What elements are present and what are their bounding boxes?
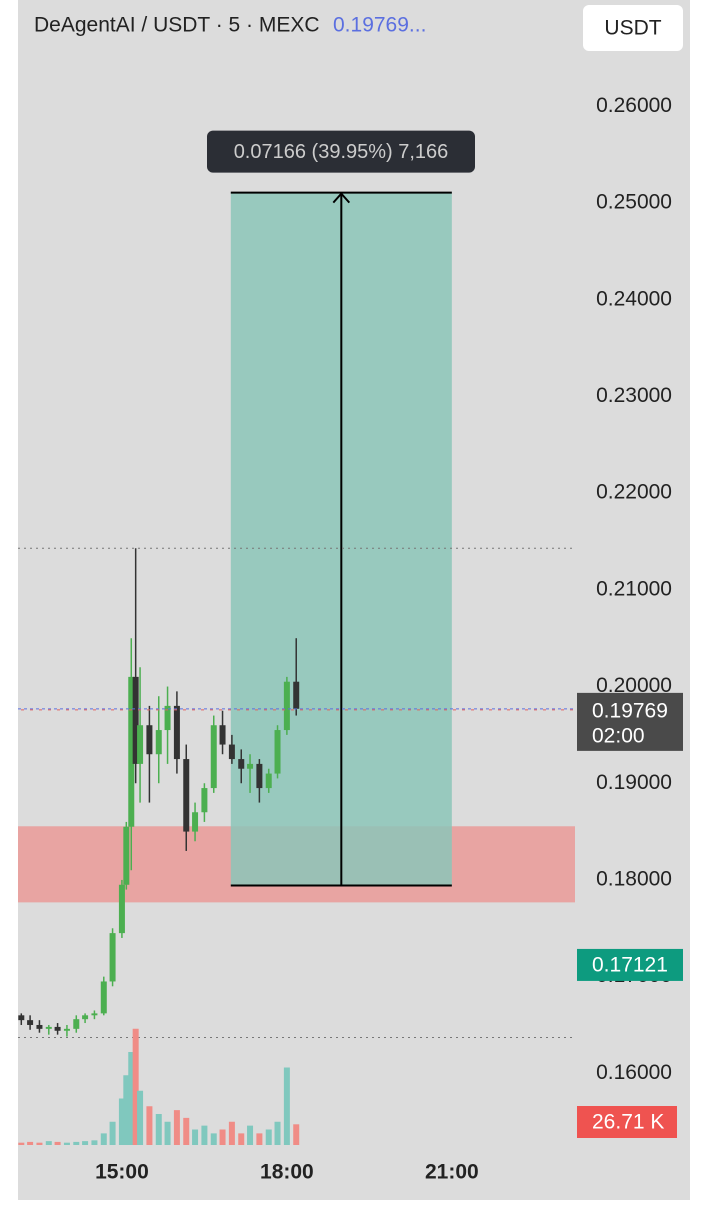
candle-body [247, 763, 254, 769]
open-price-tag [577, 948, 683, 981]
candle-body [27, 1020, 34, 1025]
y-tick-label: 0.26000 [596, 94, 672, 117]
candle-body [274, 730, 281, 774]
volume-bar [192, 1129, 199, 1145]
candle-body [210, 725, 217, 789]
volume-bar [238, 1133, 245, 1145]
y-tick-label: 0.21000 [596, 577, 672, 600]
volume-bar [228, 1121, 235, 1145]
y-tick-label: 0.16000 [596, 1061, 672, 1084]
currency-button[interactable] [583, 5, 683, 51]
candle-body [36, 1024, 43, 1029]
volume-bar [293, 1124, 300, 1145]
volume-bar [123, 1075, 130, 1145]
candle-body [54, 1026, 61, 1031]
measure-label: 0.07166 (39.95%) 7,166 [234, 141, 449, 163]
x-tick-label: 18:00 [260, 1161, 314, 1184]
candle-body [164, 705, 171, 731]
candle-body [73, 1019, 80, 1029]
candle-body [173, 705, 180, 760]
chart-title: DeAgentAI / USDT · 5 · MEXC [34, 14, 320, 37]
volume-bar [82, 1141, 89, 1145]
volume-bar [132, 1028, 139, 1145]
volume-bar [36, 1142, 43, 1145]
y-tick-label: 0.20000 [596, 674, 672, 697]
y-tick-label: 0.25000 [596, 191, 672, 214]
plot-area: 0.07166 (39.95%) 7,166 [18, 130, 575, 1145]
last-price-countdown: 02:00 [592, 724, 645, 747]
candle-body [219, 725, 226, 745]
y-tick-label: 0.22000 [596, 481, 672, 504]
y-tick-label: 0.18000 [596, 867, 672, 890]
x-tick-label: 21:00 [425, 1161, 479, 1184]
volume-bar [210, 1133, 217, 1145]
y-tick-label: 0.24000 [596, 287, 672, 310]
measure-arrowhead [332, 192, 351, 204]
candle-body [128, 676, 135, 827]
volume-bar [27, 1141, 34, 1145]
candle-body [82, 1015, 89, 1020]
candle-body [118, 884, 125, 934]
volume-bar [54, 1141, 61, 1145]
currency-button-label[interactable]: USDT [604, 17, 661, 40]
volume-bar [265, 1129, 272, 1145]
candle-body [109, 933, 116, 982]
y-tick-label: 0.19000 [596, 771, 672, 794]
volume-bar [100, 1133, 107, 1145]
y-tick-label: 0.23000 [596, 384, 672, 407]
candle-body [45, 1026, 52, 1029]
candle-body [146, 725, 153, 755]
candle-body [63, 1028, 70, 1031]
candle-body [137, 725, 144, 764]
volume-bar [274, 1121, 281, 1145]
volume-bar [146, 1106, 153, 1145]
candle-body [228, 744, 235, 760]
volume-bar [164, 1121, 171, 1145]
volume-bar [219, 1129, 226, 1145]
candle-body [132, 676, 139, 764]
volume-bar [183, 1117, 190, 1145]
volume-bar [256, 1133, 263, 1145]
volume-bar [155, 1114, 162, 1145]
volume-bar [118, 1098, 125, 1145]
volume-bar [173, 1110, 180, 1145]
x-tick-label: 15:00 [95, 1161, 149, 1184]
candle-body [18, 1015, 25, 1021]
candle-body [293, 681, 300, 709]
volume-bar [91, 1140, 98, 1145]
title-price: 0.19769... [333, 14, 426, 37]
volume-bar [137, 1090, 144, 1145]
volume-bar [109, 1121, 116, 1145]
candle-body [256, 763, 263, 789]
candle-body [100, 981, 107, 1014]
candle-body [192, 812, 199, 832]
volume-tag [577, 1106, 677, 1138]
candle-body [283, 681, 290, 731]
candle-body [238, 759, 245, 769]
last-price-tag [577, 692, 683, 751]
candle-body [265, 773, 272, 789]
last-price-value: 0.19769 [592, 699, 668, 722]
open-price-value: 0.17121 [592, 953, 668, 976]
volume-bar [73, 1141, 80, 1145]
volume-bar [283, 1067, 290, 1145]
candle-body [201, 788, 208, 813]
volume-bar [63, 1142, 70, 1145]
volume-bar [201, 1125, 208, 1145]
candle-body [91, 1013, 98, 1016]
measure-label-box [207, 130, 475, 173]
volume-bar [247, 1125, 254, 1145]
volume-bar [18, 1142, 25, 1145]
candle-body [183, 759, 190, 832]
volume-bar [128, 1052, 135, 1145]
volume-tag-label: 26.71 K [592, 1111, 664, 1134]
volume-bar [45, 1141, 52, 1145]
candle-body [155, 730, 162, 755]
candle-body [123, 826, 130, 885]
